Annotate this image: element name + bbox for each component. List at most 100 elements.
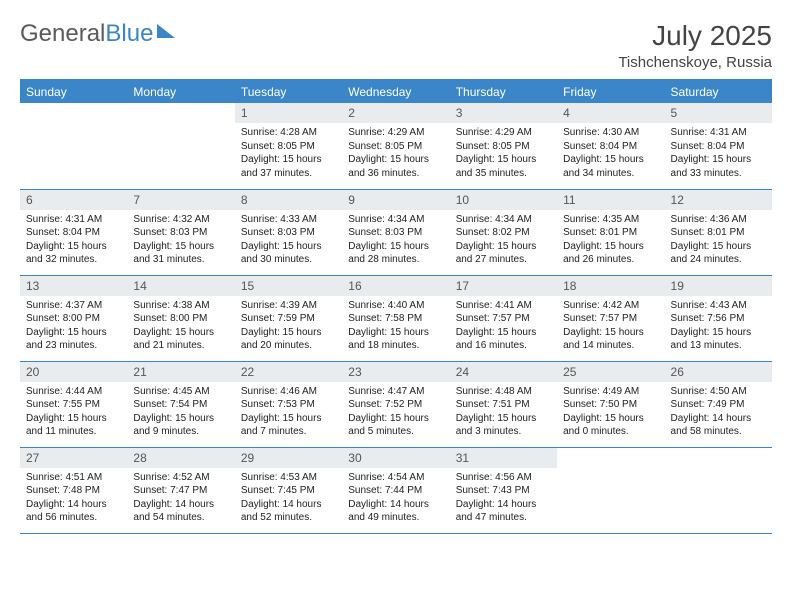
daylight-text: Daylight: 15 hours and 32 minutes. [26, 240, 121, 267]
day-number: 4 [557, 103, 664, 123]
sunset-text: Sunset: 8:05 PM [241, 140, 336, 154]
sunrise-text: Sunrise: 4:52 AM [133, 471, 228, 485]
day-number: 15 [235, 276, 342, 296]
day-details: Sunrise: 4:34 AMSunset: 8:03 PMDaylight:… [342, 210, 449, 271]
sunrise-text: Sunrise: 4:34 AM [348, 213, 443, 227]
daylight-text: Daylight: 15 hours and 5 minutes. [348, 412, 443, 439]
daylight-text: Daylight: 14 hours and 47 minutes. [456, 498, 551, 525]
day-number: 20 [20, 362, 127, 382]
sunset-text: Sunset: 8:03 PM [348, 226, 443, 240]
daylight-text: Daylight: 15 hours and 35 minutes. [456, 153, 551, 180]
sunrise-text: Sunrise: 4:32 AM [133, 213, 228, 227]
day-number: 19 [665, 276, 772, 296]
brand-logo: GeneralBlue [20, 20, 175, 48]
day-details: Sunrise: 4:31 AMSunset: 8:04 PMDaylight:… [665, 123, 772, 184]
day-header: Monday [127, 80, 234, 103]
day-number: 17 [450, 276, 557, 296]
day-number: 6 [20, 190, 127, 210]
day-details: Sunrise: 4:34 AMSunset: 8:02 PMDaylight:… [450, 210, 557, 271]
day-details: Sunrise: 4:46 AMSunset: 7:53 PMDaylight:… [235, 382, 342, 443]
day-number: 11 [557, 190, 664, 210]
day-number: 7 [127, 190, 234, 210]
sunset-text: Sunset: 7:57 PM [456, 312, 551, 326]
daylight-text: Daylight: 15 hours and 31 minutes. [133, 240, 228, 267]
day-number: 21 [127, 362, 234, 382]
calendar-day-cell: 22Sunrise: 4:46 AMSunset: 7:53 PMDayligh… [235, 361, 342, 447]
calendar-day-cell [665, 447, 772, 533]
calendar-header-row: SundayMondayTuesdayWednesdayThursdayFrid… [20, 80, 772, 103]
day-number: 29 [235, 448, 342, 468]
sunset-text: Sunset: 7:55 PM [26, 398, 121, 412]
sunset-text: Sunset: 8:03 PM [133, 226, 228, 240]
sunset-text: Sunset: 8:02 PM [456, 226, 551, 240]
calendar-day-cell: 24Sunrise: 4:48 AMSunset: 7:51 PMDayligh… [450, 361, 557, 447]
day-number: 27 [20, 448, 127, 468]
sunrise-text: Sunrise: 4:28 AM [241, 126, 336, 140]
daylight-text: Daylight: 15 hours and 23 minutes. [26, 326, 121, 353]
daylight-text: Daylight: 15 hours and 37 minutes. [241, 153, 336, 180]
calendar-day-cell: 26Sunrise: 4:50 AMSunset: 7:49 PMDayligh… [665, 361, 772, 447]
sunrise-text: Sunrise: 4:30 AM [563, 126, 658, 140]
sunrise-text: Sunrise: 4:46 AM [241, 385, 336, 399]
header: GeneralBlue July 2025 Tishchenskoye, Rus… [20, 20, 772, 71]
sunrise-text: Sunrise: 4:50 AM [671, 385, 766, 399]
daylight-text: Daylight: 15 hours and 13 minutes. [671, 326, 766, 353]
sunrise-text: Sunrise: 4:36 AM [671, 213, 766, 227]
day-details: Sunrise: 4:51 AMSunset: 7:48 PMDaylight:… [20, 468, 127, 529]
sunset-text: Sunset: 8:05 PM [348, 140, 443, 154]
day-header: Wednesday [342, 80, 449, 103]
daylight-text: Daylight: 15 hours and 21 minutes. [133, 326, 228, 353]
calendar-day-cell: 5Sunrise: 4:31 AMSunset: 8:04 PMDaylight… [665, 103, 772, 189]
daylight-text: Daylight: 15 hours and 20 minutes. [241, 326, 336, 353]
day-details: Sunrise: 4:30 AMSunset: 8:04 PMDaylight:… [557, 123, 664, 184]
sunrise-text: Sunrise: 4:29 AM [456, 126, 551, 140]
day-number: 22 [235, 362, 342, 382]
daylight-text: Daylight: 14 hours and 49 minutes. [348, 498, 443, 525]
daylight-text: Daylight: 15 hours and 33 minutes. [671, 153, 766, 180]
calendar-day-cell: 27Sunrise: 4:51 AMSunset: 7:48 PMDayligh… [20, 447, 127, 533]
calendar-day-cell: 15Sunrise: 4:39 AMSunset: 7:59 PMDayligh… [235, 275, 342, 361]
day-details: Sunrise: 4:53 AMSunset: 7:45 PMDaylight:… [235, 468, 342, 529]
sunset-text: Sunset: 7:50 PM [563, 398, 658, 412]
brand-part2: Blue [105, 20, 153, 48]
daylight-text: Daylight: 15 hours and 3 minutes. [456, 412, 551, 439]
sunset-text: Sunset: 7:45 PM [241, 484, 336, 498]
daylight-text: Daylight: 15 hours and 18 minutes. [348, 326, 443, 353]
day-number: 2 [342, 103, 449, 123]
sunrise-text: Sunrise: 4:40 AM [348, 299, 443, 313]
sunset-text: Sunset: 7:44 PM [348, 484, 443, 498]
day-header: Tuesday [235, 80, 342, 103]
day-details: Sunrise: 4:54 AMSunset: 7:44 PMDaylight:… [342, 468, 449, 529]
day-number: 13 [20, 276, 127, 296]
calendar-day-cell: 28Sunrise: 4:52 AMSunset: 7:47 PMDayligh… [127, 447, 234, 533]
calendar-day-cell: 20Sunrise: 4:44 AMSunset: 7:55 PMDayligh… [20, 361, 127, 447]
sunrise-text: Sunrise: 4:44 AM [26, 385, 121, 399]
calendar-day-cell: 14Sunrise: 4:38 AMSunset: 8:00 PMDayligh… [127, 275, 234, 361]
sunset-text: Sunset: 8:04 PM [563, 140, 658, 154]
day-number: 26 [665, 362, 772, 382]
day-details: Sunrise: 4:49 AMSunset: 7:50 PMDaylight:… [557, 382, 664, 443]
day-details: Sunrise: 4:45 AMSunset: 7:54 PMDaylight:… [127, 382, 234, 443]
day-details: Sunrise: 4:56 AMSunset: 7:43 PMDaylight:… [450, 468, 557, 529]
sunrise-text: Sunrise: 4:35 AM [563, 213, 658, 227]
day-details: Sunrise: 4:40 AMSunset: 7:58 PMDaylight:… [342, 296, 449, 357]
daylight-text: Daylight: 15 hours and 34 minutes. [563, 153, 658, 180]
sunset-text: Sunset: 8:00 PM [133, 312, 228, 326]
day-details: Sunrise: 4:35 AMSunset: 8:01 PMDaylight:… [557, 210, 664, 271]
day-details: Sunrise: 4:29 AMSunset: 8:05 PMDaylight:… [450, 123, 557, 184]
day-details: Sunrise: 4:52 AMSunset: 7:47 PMDaylight:… [127, 468, 234, 529]
sunset-text: Sunset: 7:57 PM [563, 312, 658, 326]
day-header: Saturday [665, 80, 772, 103]
sunset-text: Sunset: 7:53 PM [241, 398, 336, 412]
day-details: Sunrise: 4:28 AMSunset: 8:05 PMDaylight:… [235, 123, 342, 184]
day-number: 9 [342, 190, 449, 210]
sunset-text: Sunset: 7:51 PM [456, 398, 551, 412]
daylight-text: Daylight: 15 hours and 14 minutes. [563, 326, 658, 353]
sunrise-text: Sunrise: 4:48 AM [456, 385, 551, 399]
daylight-text: Daylight: 15 hours and 28 minutes. [348, 240, 443, 267]
sunrise-text: Sunrise: 4:47 AM [348, 385, 443, 399]
day-details: Sunrise: 4:48 AMSunset: 7:51 PMDaylight:… [450, 382, 557, 443]
sunset-text: Sunset: 7:52 PM [348, 398, 443, 412]
sunrise-text: Sunrise: 4:38 AM [133, 299, 228, 313]
sunrise-text: Sunrise: 4:42 AM [563, 299, 658, 313]
